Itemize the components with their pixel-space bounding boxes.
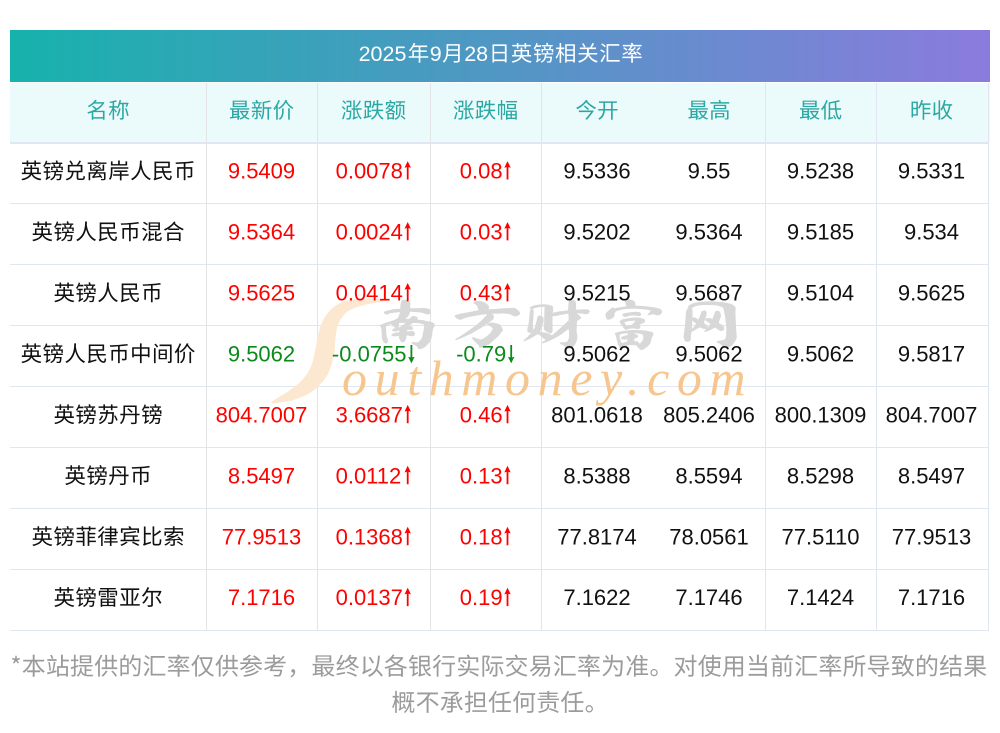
svg-text:8.5594: 8.5594 <box>675 463 742 488</box>
svg-text:9.5185: 9.5185 <box>787 220 854 245</box>
svg-text:0.03: 0.03 <box>460 220 503 245</box>
svg-text:0.19: 0.19 <box>460 585 503 610</box>
svg-text:9.5202: 9.5202 <box>563 220 630 245</box>
svg-text:0.0024: 0.0024 <box>336 220 403 245</box>
svg-text:8.5298: 8.5298 <box>787 463 854 488</box>
svg-text:0.13: 0.13 <box>460 463 503 488</box>
svg-text:3.6687: 3.6687 <box>336 402 403 427</box>
svg-text:7.1424: 7.1424 <box>787 585 854 610</box>
svg-text:9.534: 9.534 <box>904 220 959 245</box>
svg-text:8.5497: 8.5497 <box>228 463 295 488</box>
svg-text:77.8174: 77.8174 <box>557 524 637 549</box>
svg-text:9.5364: 9.5364 <box>675 220 742 245</box>
svg-text:9.5409: 9.5409 <box>228 159 295 184</box>
svg-text:9.5336: 9.5336 <box>563 159 630 184</box>
svg-text:8.5388: 8.5388 <box>563 463 630 488</box>
svg-text:2025: 2025 <box>359 42 407 66</box>
svg-text:9: 9 <box>430 42 442 66</box>
svg-text:77.9513: 77.9513 <box>892 524 972 549</box>
svg-text:9.5331: 9.5331 <box>898 159 965 184</box>
svg-text:0.18: 0.18 <box>460 524 503 549</box>
svg-text:9.5817: 9.5817 <box>898 341 965 366</box>
svg-text:804.7007: 804.7007 <box>216 402 308 427</box>
svg-text:9.5215: 9.5215 <box>563 281 630 306</box>
svg-text:804.7007: 804.7007 <box>886 402 978 427</box>
svg-text:9.5687: 9.5687 <box>675 281 742 306</box>
svg-text:9.5238: 9.5238 <box>787 159 854 184</box>
svg-text:28: 28 <box>464 42 488 66</box>
svg-text:7.1622: 7.1622 <box>563 585 630 610</box>
svg-text:9.5104: 9.5104 <box>787 281 854 306</box>
svg-text:801.0618: 801.0618 <box>551 402 643 427</box>
svg-text:9.5062: 9.5062 <box>228 341 295 366</box>
svg-text:7.1716: 7.1716 <box>898 585 965 610</box>
svg-text:9.5062: 9.5062 <box>563 341 630 366</box>
svg-text:0.0078: 0.0078 <box>336 159 403 184</box>
svg-text:0.0137: 0.0137 <box>336 585 403 610</box>
svg-text:0.46: 0.46 <box>460 402 503 427</box>
svg-text:9.5364: 9.5364 <box>228 220 295 245</box>
svg-text:0.1368: 0.1368 <box>336 524 403 549</box>
svg-text:0.08: 0.08 <box>460 159 503 184</box>
svg-text:0.0112: 0.0112 <box>336 463 402 488</box>
svg-text:77.9513: 77.9513 <box>222 524 302 549</box>
svg-text:9.5625: 9.5625 <box>898 281 965 306</box>
svg-text:8.5497: 8.5497 <box>898 463 965 488</box>
svg-text:outhmoney.com: outhmoney.com <box>342 350 753 406</box>
svg-text:7.1716: 7.1716 <box>228 585 295 610</box>
svg-text:0.0414: 0.0414 <box>336 281 403 306</box>
svg-text:9.5062: 9.5062 <box>787 341 854 366</box>
svg-text:77.5110: 77.5110 <box>782 524 860 549</box>
svg-text:-0.79: -0.79 <box>456 341 506 366</box>
svg-text:805.2406: 805.2406 <box>663 402 755 427</box>
svg-text:7.1746: 7.1746 <box>675 585 742 610</box>
svg-text:9.55: 9.55 <box>688 159 731 184</box>
svg-text:800.1309: 800.1309 <box>775 402 867 427</box>
svg-text:0.43: 0.43 <box>460 281 503 306</box>
svg-text:9.5062: 9.5062 <box>675 341 742 366</box>
svg-text:-0.0755: -0.0755 <box>332 341 407 366</box>
svg-text:9.5625: 9.5625 <box>228 281 295 306</box>
svg-text:78.0561: 78.0561 <box>669 524 749 549</box>
